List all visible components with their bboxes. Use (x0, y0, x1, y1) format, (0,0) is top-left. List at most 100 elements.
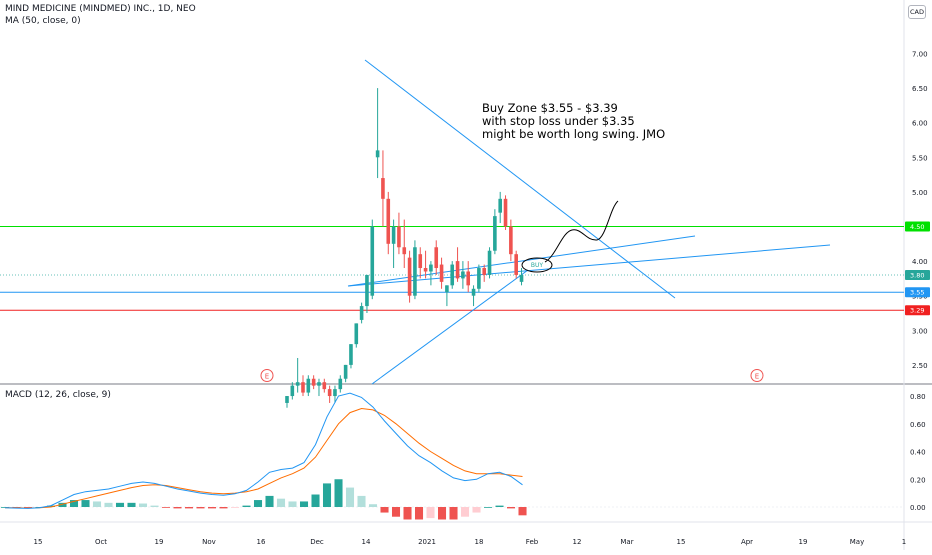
candle-body[interactable] (301, 382, 305, 393)
descending-trendline[interactable] (364, 59, 676, 299)
buy-label: BUY (531, 262, 544, 269)
earnings-marker[interactable] (750, 369, 764, 382)
candle-body[interactable] (493, 216, 497, 251)
ma-indicator-label[interactable]: MA (50, close, 0) (5, 16, 81, 26)
candle-body[interactable] (391, 226, 396, 244)
candle-body[interactable] (386, 198, 391, 244)
macd-histogram-bar (299, 501, 309, 507)
candle-body[interactable] (354, 323, 359, 345)
macd-histogram-bar (0, 507, 10, 508)
candle-body[interactable] (359, 306, 364, 320)
candle-body[interactable] (322, 382, 327, 390)
candle-body[interactable] (365, 274, 369, 307)
price-tick-label: 6.50 (912, 85, 928, 93)
candle-body[interactable] (439, 264, 444, 282)
candle-body[interactable] (519, 274, 524, 282)
price-label-text: 3.29 (910, 307, 924, 315)
macd-histogram-bar (138, 503, 148, 507)
macd-histogram-bar (506, 507, 516, 509)
time-tick-label: 18 (475, 538, 484, 546)
candle-body[interactable] (487, 250, 492, 275)
candle-body[interactable] (471, 288, 476, 296)
candle-body[interactable] (317, 382, 321, 386)
candle-body[interactable] (423, 268, 428, 272)
candle-body[interactable] (418, 254, 423, 269)
buy-zone-circle[interactable] (521, 257, 553, 273)
candle-body[interactable] (466, 271, 471, 286)
steep-support-line[interactable] (371, 269, 529, 385)
candle-body[interactable] (434, 247, 439, 269)
macd-histogram-bar (380, 507, 389, 513)
candle-body[interactable] (370, 226, 375, 296)
earnings-marker-label: E (265, 373, 269, 381)
candle-body[interactable] (290, 385, 295, 397)
macd-histogram-bar (495, 505, 504, 507)
macd-histogram-bar (449, 507, 458, 520)
macd-histogram-bar (345, 487, 355, 507)
candle-body[interactable] (503, 198, 508, 227)
macd-histogram-bar (472, 507, 481, 513)
candle-body[interactable] (343, 364, 348, 379)
time-tick-label: 19 (155, 538, 164, 546)
macd-tick-label: 0.80 (910, 393, 926, 401)
macd-tick-label: 0.60 (910, 421, 926, 429)
macd-histogram-bar (23, 507, 33, 508)
macd-line (4, 392, 523, 509)
macd-histogram-bar (357, 495, 366, 507)
candle-body[interactable] (295, 382, 300, 386)
macd-histogram-bar (242, 505, 251, 507)
candle-body[interactable] (477, 268, 481, 289)
candle-body[interactable] (407, 257, 412, 296)
earnings-marker[interactable] (260, 369, 274, 382)
macd-histogram-bar (219, 507, 228, 509)
candle-body[interactable] (333, 389, 337, 397)
macd-histogram-bar (92, 501, 102, 507)
candle-body[interactable] (402, 247, 407, 255)
candle-body[interactable] (397, 226, 401, 248)
candle-body[interactable] (338, 378, 343, 390)
candle-body[interactable] (498, 198, 502, 213)
candle-body[interactable] (285, 396, 289, 403)
time-tick-label: May (850, 538, 864, 546)
candle-body[interactable] (455, 261, 460, 279)
macd-histogram-bar (391, 507, 401, 517)
macd-histogram-bar (426, 507, 435, 519)
candle-body[interactable] (514, 254, 518, 275)
time-tick-label: 15 (34, 538, 43, 546)
macd-histogram-bar (460, 507, 470, 517)
candle-body[interactable] (375, 150, 380, 158)
candle-body[interactable] (450, 264, 455, 286)
candle-body[interactable] (429, 264, 433, 272)
macd-histogram-bar (173, 507, 182, 509)
price-tick-label: 3.00 (912, 327, 928, 335)
macd-histogram-bar (311, 494, 320, 507)
candle-body[interactable] (445, 285, 449, 293)
candle-body[interactable] (413, 247, 417, 296)
macd-histogram-bar (104, 502, 113, 507)
candle-body[interactable] (349, 344, 353, 365)
macd-histogram-bar (437, 507, 447, 520)
ascending-trendline-lower[interactable] (347, 244, 831, 287)
candle-body[interactable] (306, 378, 311, 393)
time-tick-label: Dec (310, 538, 324, 546)
projection-curve[interactable] (544, 200, 619, 263)
price-tick-label: 5.00 (912, 189, 928, 197)
candle-body[interactable] (482, 268, 487, 275)
candle-body[interactable] (461, 271, 465, 279)
price-label-box (905, 269, 930, 280)
candle-body[interactable] (509, 226, 513, 255)
macd-histogram-bar (368, 504, 378, 507)
macd-tick-label: 0.40 (910, 449, 926, 457)
ascending-trendline-upper[interactable] (347, 235, 696, 287)
price-label-box (905, 305, 930, 316)
macd-histogram-bar (518, 507, 527, 516)
candle-body[interactable] (381, 178, 385, 199)
annotation-line: with stop loss under $3.35 (482, 114, 635, 128)
price-label-box (905, 221, 930, 232)
macd-histogram-bar (150, 505, 159, 507)
candle-body[interactable] (311, 378, 316, 386)
candle-body[interactable] (327, 389, 332, 397)
macd-indicator-label[interactable]: MACD (12, 26, close, 9) (5, 390, 111, 400)
macd-tick-label: 0.20 (910, 476, 926, 484)
price-label-text: 3.80 (910, 271, 924, 279)
